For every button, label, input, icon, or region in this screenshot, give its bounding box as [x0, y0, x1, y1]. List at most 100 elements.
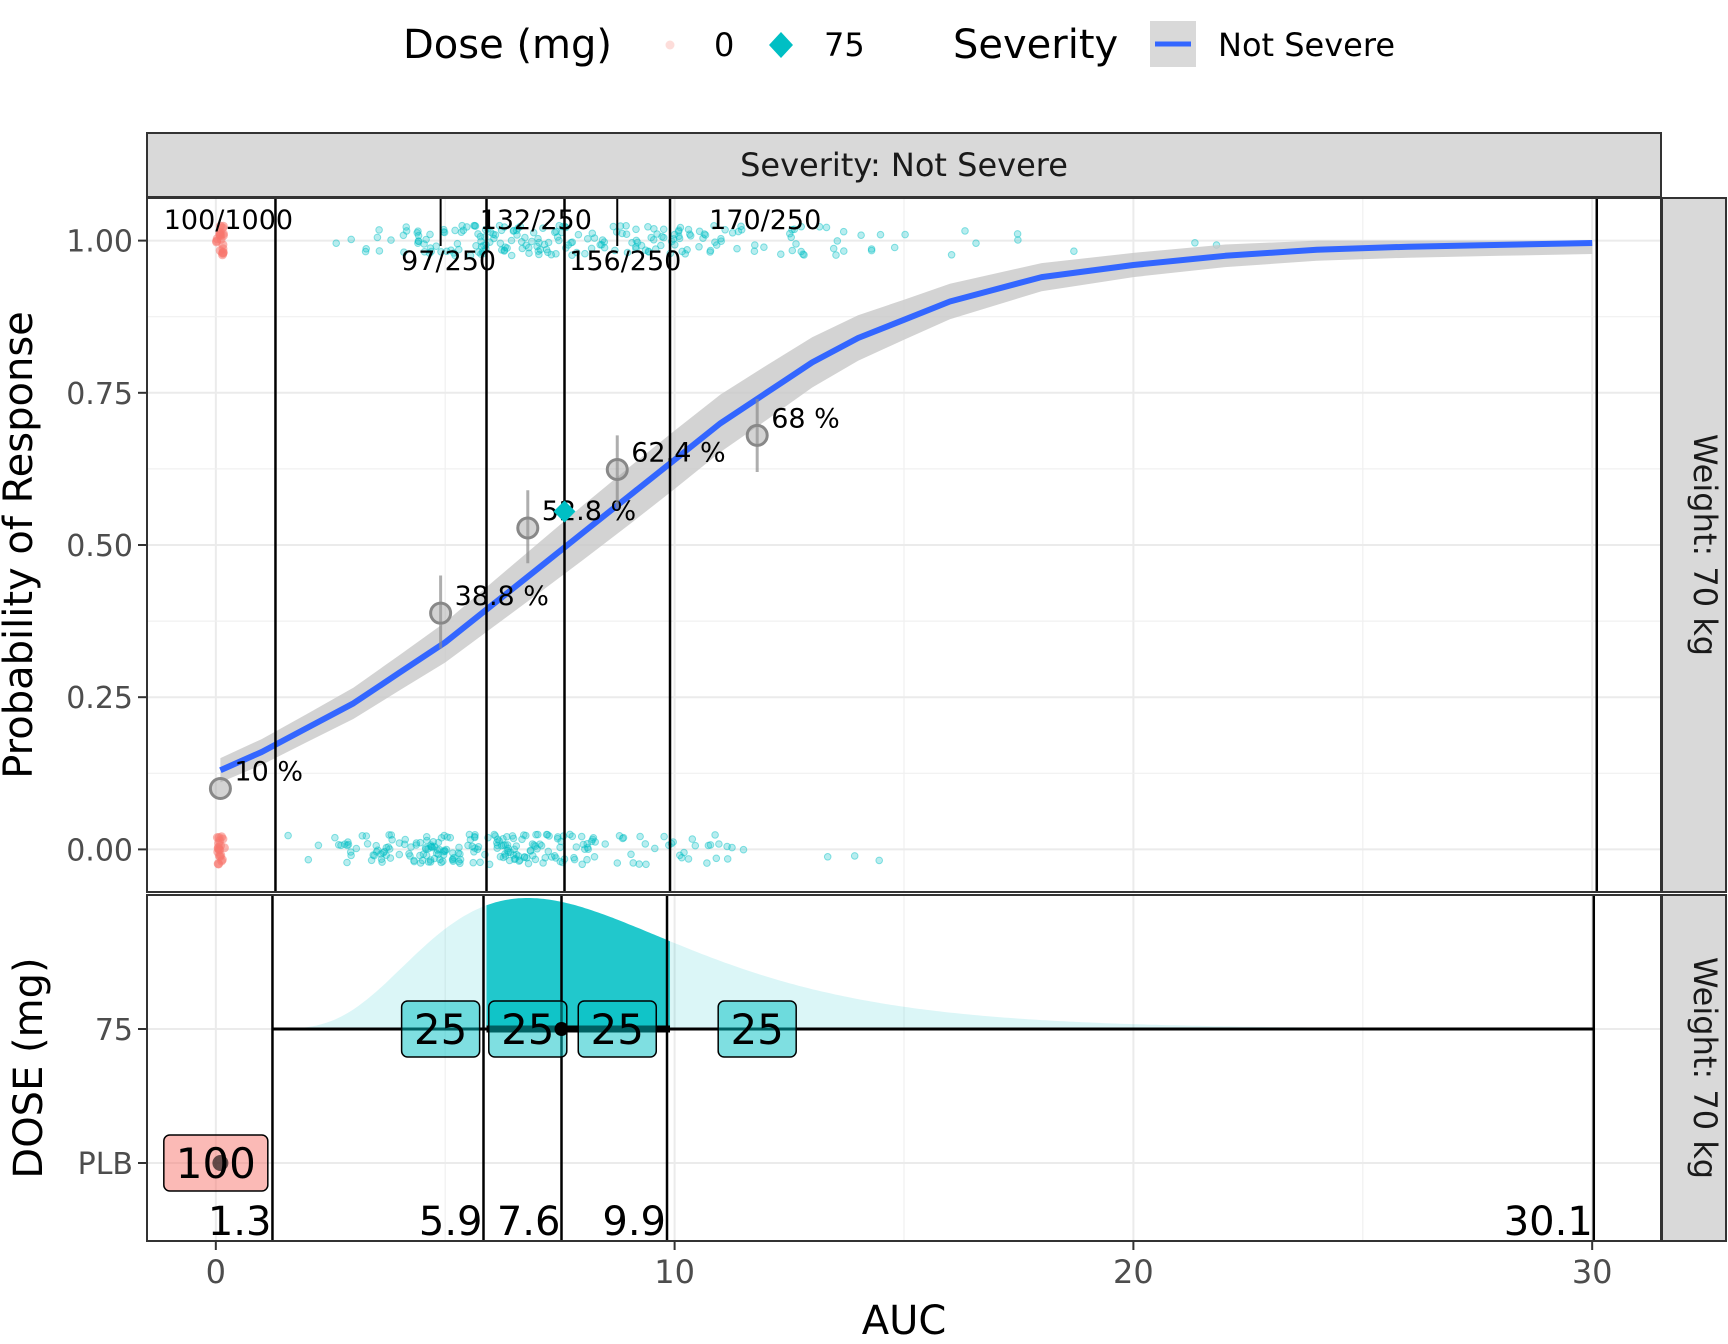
observation-point-75mg [491, 231, 500, 239]
observation-point-75mg [961, 227, 969, 235]
observation-point-75mg [550, 852, 559, 860]
observation-point-75mg [463, 223, 471, 231]
observation-point-75mg [584, 845, 593, 854]
observation-point-75mg [513, 231, 521, 239]
observation-point-75mg [647, 233, 656, 242]
observation-point-75mg [534, 830, 542, 839]
observation-point-75mg [875, 856, 884, 865]
legend-dose-75-symbol [769, 32, 793, 58]
observation-point-75mg [788, 246, 797, 255]
observation-point-75mg [541, 854, 550, 862]
observation-point-75mg [551, 228, 559, 237]
bin-count-label: 156/250 [569, 246, 681, 277]
observation-point-75mg [642, 860, 650, 869]
observation-point-75mg [525, 249, 533, 257]
logistic-fit-line [219, 240, 1593, 773]
observation-point-75mg [822, 223, 831, 232]
observation-point-75mg [867, 245, 876, 253]
observation-point-75mg [857, 231, 865, 239]
observation-point-75mg [590, 853, 599, 861]
exposure-density [275, 898, 1597, 1029]
observation-point-75mg [509, 227, 518, 235]
observation-point-75mg [468, 842, 477, 851]
observation-point-75mg [413, 229, 422, 237]
observation-point-75mg [385, 845, 394, 853]
observation-point-75mg [426, 858, 435, 866]
observation-point-75mg [651, 844, 659, 853]
observation-point-75mg [545, 832, 553, 840]
quantile-label: 1.3 [208, 1199, 272, 1245]
observation-point-75mg [521, 233, 529, 242]
observation-point-75mg [422, 235, 430, 244]
observation-point-75mg [533, 845, 541, 853]
observation-point-75mg [675, 234, 684, 243]
observation-point-75mg [570, 855, 579, 864]
binned-mean-point [429, 601, 453, 625]
observation-point-75mg [384, 843, 393, 851]
observation-point-75mg [706, 246, 715, 255]
quantile-lines: 1.3 5.9 7.6 9.9 30.1 [208, 198, 1599, 1245]
observation-point-75mg [477, 242, 486, 251]
observation-point-75mg [410, 857, 419, 866]
observation-point-75mg [823, 853, 832, 861]
observation-point-75mg [447, 246, 455, 254]
observation-point-75mg [531, 842, 540, 851]
observation-point-75mg [777, 250, 785, 258]
observation-point-75mg [493, 835, 502, 844]
legend-dose-75-label: 75 [824, 26, 865, 64]
observation-point-75mg [507, 251, 516, 260]
observation-point-75mg [632, 245, 640, 253]
observation-point-75mg [458, 221, 466, 230]
observation-point-75mg [414, 239, 422, 247]
observation-point-75mg [347, 851, 355, 860]
observation-point-75mg [453, 239, 462, 248]
observation-point-75mg [644, 223, 652, 231]
observation-point-75mg [568, 251, 576, 259]
observation-point-75mg [760, 243, 768, 251]
observation-point-75mg [440, 846, 449, 855]
observation-point-75mg [890, 243, 899, 252]
observation-point-75mg [367, 856, 376, 865]
observation-point-75mg [972, 239, 980, 247]
observation-point-75mg [406, 852, 414, 860]
observation-point-75mg [420, 248, 429, 256]
observation-point-75mg [455, 843, 463, 852]
observation-point-75mg [477, 237, 485, 246]
observation-point-75mg [675, 232, 683, 240]
observation-point-75mg [555, 236, 563, 245]
bin-count-labels: 100/1000 97/250 132/250 156/250 170/250 [164, 205, 822, 277]
observation-point-75mg [700, 230, 709, 238]
observation-point-75mg [529, 228, 538, 237]
observation-point-75mg [710, 222, 718, 230]
observation-point-75mg [432, 242, 441, 250]
observation-point-75mg [650, 225, 658, 233]
observation-point-75mg [388, 836, 396, 844]
dose-mean-diamond [553, 500, 576, 523]
observation-point-75mg [474, 843, 483, 851]
observation-point-75mg [456, 850, 464, 858]
observation-point-75mg [385, 831, 393, 839]
observation-point-75mg [433, 846, 442, 854]
observation-point-75mg [534, 247, 543, 255]
observation-point-75mg [432, 849, 441, 858]
strip-top-label: Severity: Not Severe [740, 146, 1068, 184]
observation-point-75mg [503, 841, 512, 849]
observation-point-75mg [684, 855, 693, 863]
observation-point-75mg [572, 843, 581, 851]
observation-point-75mg [455, 857, 463, 866]
x-tick-label: 0 [206, 1253, 226, 1291]
observation-point-75mg [717, 237, 726, 245]
observation-point-75mg [424, 858, 433, 866]
observation-point-75mg [530, 841, 538, 849]
observation-point-75mg [659, 225, 668, 234]
observation-point-75mg [496, 852, 505, 861]
observation-point-75mg [633, 238, 642, 247]
observation-point-75mg [1191, 239, 1199, 247]
observation-point-75mg [578, 860, 587, 869]
observation-point-75mg [706, 248, 714, 256]
observation-point-75mg [454, 849, 463, 857]
observation-point-75mg [436, 855, 444, 864]
observation-point-75mg [657, 241, 665, 250]
observation-point-75mg [456, 859, 464, 868]
